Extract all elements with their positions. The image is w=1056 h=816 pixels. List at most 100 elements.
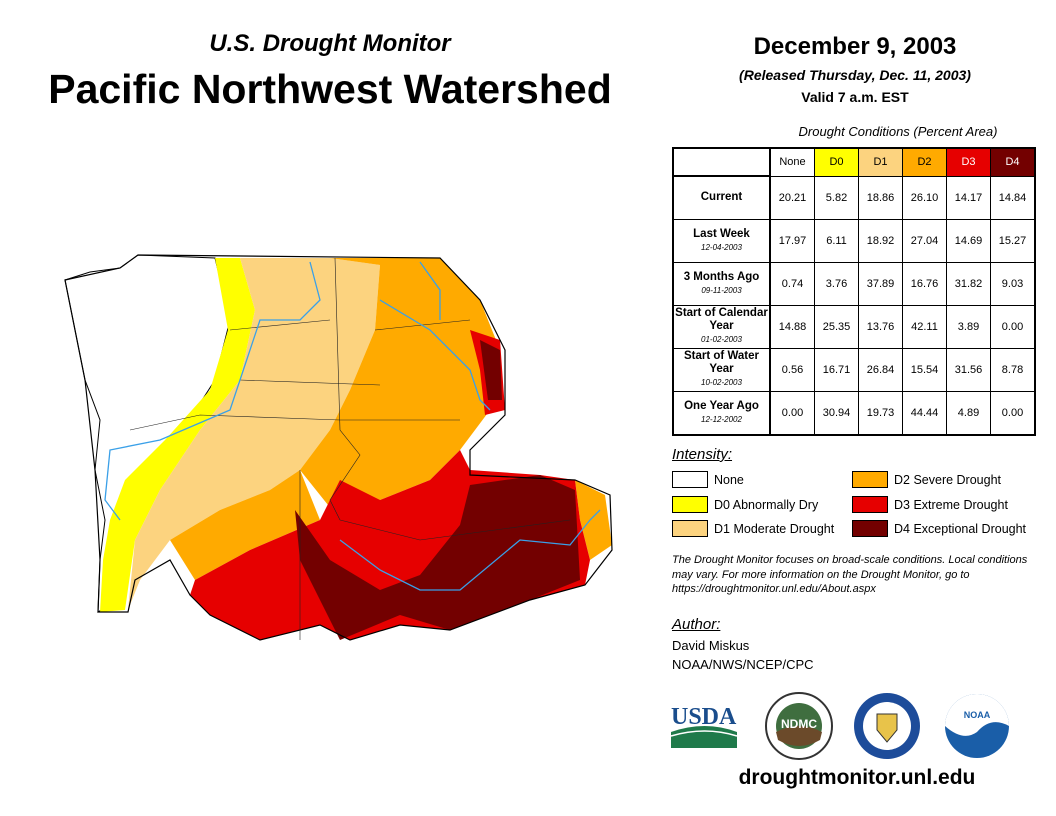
row-label: Last Week 12-04-2003 (672, 218, 771, 263)
region-d2 (300, 258, 500, 520)
svg-text:USDA: USDA (671, 704, 737, 730)
swatch (852, 520, 888, 537)
table-cell: 26.84 (858, 347, 903, 392)
table-cell: 14.69 (946, 218, 991, 263)
table-cell: 14.88 (769, 304, 815, 349)
col-d3: D3 (946, 147, 991, 177)
svg-text:NOAA: NOAA (964, 710, 991, 720)
legend-label: D1 Moderate Drought (714, 521, 835, 536)
table-cell: 37.89 (858, 261, 903, 306)
row-label: Current (672, 175, 771, 220)
drought-map (64, 254, 613, 641)
website-url[interactable]: droughtmonitor.unl.edu (738, 766, 976, 789)
table-cell: 17.97 (769, 218, 815, 263)
table-cell: 0.00 (769, 390, 815, 435)
row-date: 09-11-2003 (701, 285, 742, 295)
table-cell: 15.27 (990, 218, 1036, 263)
legend-item-d0: D0 Abnormally Dry (672, 496, 818, 513)
drought-conditions-table: None D0 D1 D2 D3 D4 Current 20.21 5.82 18.8… (672, 147, 1036, 436)
region-d4 (295, 475, 580, 640)
author-org: NOAA/NWS/NCEP/CPC (672, 657, 814, 672)
legend-label: D3 Extreme Drought (894, 497, 1008, 512)
county-boundaries (64, 254, 613, 641)
row-date: 12-04-2003 (701, 242, 742, 252)
table-cell: 9.03 (990, 261, 1036, 306)
agency-logos: USDA NDMC NOAA (670, 692, 1009, 760)
table-cell: 42.11 (902, 304, 947, 349)
legend-label: D0 Abnormally Dry (714, 497, 819, 512)
table-cell: 14.84 (990, 175, 1036, 220)
swatch (672, 496, 708, 513)
author-name: David Miskus (672, 638, 750, 653)
region-d4-ne (480, 340, 502, 400)
table-cell: 13.76 (858, 304, 903, 349)
table-cell: 20.21 (769, 175, 815, 220)
row-date: 01-02-2003 (701, 335, 742, 344)
table-row: 3 Months Ago 09-11-2003 0.74 3.76 37.89 16.76… (672, 261, 1036, 306)
legend-label: None (714, 472, 744, 487)
table-cell: 19.73 (858, 390, 903, 435)
col-d4: D4 (990, 147, 1036, 177)
legend-item-none: None (672, 471, 744, 488)
table-cell: 16.76 (902, 261, 947, 306)
table-cell: 0.00 (990, 390, 1036, 435)
table-cell: 31.82 (946, 261, 991, 306)
rivers (104, 261, 601, 591)
table-row: Start of Water Year 10-02-2003 0.56 16.71 26… (672, 347, 1036, 392)
map-title: Pacific Northwest Watershed (48, 66, 612, 112)
valid-time: Valid 7 a.m. EST (801, 89, 909, 105)
table-row: Start of Calendar Year 01-02-2003 14.88 25.… (672, 304, 1036, 349)
table-cell: 0.74 (769, 261, 815, 306)
table-caption: Drought Conditions (Percent Area) (798, 124, 998, 139)
table-cell: 44.44 (902, 390, 947, 435)
region-d2-west (170, 470, 320, 580)
region-d1 (128, 258, 380, 610)
row-label: Start of Water Year 10-02-2003 (672, 347, 771, 392)
table-cell: 15.54 (902, 347, 947, 392)
legend-item-d2: D2 Severe Drought (852, 471, 1001, 488)
legend-title: Intensity: (672, 446, 733, 463)
row-label: Start of Calendar Year 01-02-2003 (672, 304, 771, 349)
release-date: (Released Thursday, Dec. 11, 2003) (739, 67, 971, 83)
col-d1: D1 (858, 147, 903, 177)
table-row: One Year Ago 12-12-2002 0.00 30.94 19.73 44.4… (672, 390, 1036, 435)
table-cell: 3.89 (946, 304, 991, 349)
swatch (672, 520, 708, 537)
table-cell: 30.94 (814, 390, 859, 435)
table-cell: 18.92 (858, 218, 903, 263)
row-label: One Year Ago 12-12-2002 (672, 390, 771, 435)
table-cell: 14.17 (946, 175, 991, 220)
table-row: Current 20.21 5.82 18.86 26.10 14.17 14.84 (672, 175, 1036, 220)
author-label: Author: (672, 616, 721, 633)
map-subtitle: U.S. Drought Monitor (209, 30, 451, 57)
legend-label: D2 Severe Drought (894, 472, 1002, 487)
ndmc-logo: NDMC (765, 692, 833, 760)
row-date: 12-12-2002 (701, 414, 742, 424)
table-cell: 16.71 (814, 347, 859, 392)
disclaimer-note: The Drought Monitor focuses on broad-sca… (672, 554, 1028, 595)
map-date: December 9, 2003 (753, 33, 957, 60)
table-cell: 0.00 (990, 304, 1036, 349)
usda-logo: USDA (670, 704, 738, 748)
table-cell: 6.11 (814, 218, 859, 263)
swatch (672, 471, 708, 488)
table-cell: 18.86 (858, 175, 903, 220)
row-date: 10-02-2003 (701, 378, 742, 387)
table-cell: 4.89 (946, 390, 991, 435)
table-cell: 26.10 (902, 175, 947, 220)
table-cell: 8.78 (990, 347, 1036, 392)
commerce-logo (854, 693, 920, 759)
table-cell: 5.82 (814, 175, 859, 220)
table-cell: 3.76 (814, 261, 859, 306)
table-row: Last Week 12-04-2003 17.97 6.11 18.92 27.04 14… (672, 218, 1036, 263)
table-cell: 25.35 (814, 304, 859, 349)
col-d0: D0 (814, 147, 859, 177)
legend-item-d4: D4 Exceptional Drought (852, 520, 1026, 537)
col-d2: D2 (902, 147, 947, 177)
row-label: 3 Months Ago 09-11-2003 (672, 261, 771, 306)
table-cell: 27.04 (902, 218, 947, 263)
table-header-row: None D0 D1 D2 D3 D4 (673, 147, 1036, 177)
legend-item-d3: D3 Extreme Drought (852, 496, 1008, 513)
table-cell: 31.56 (946, 347, 991, 392)
